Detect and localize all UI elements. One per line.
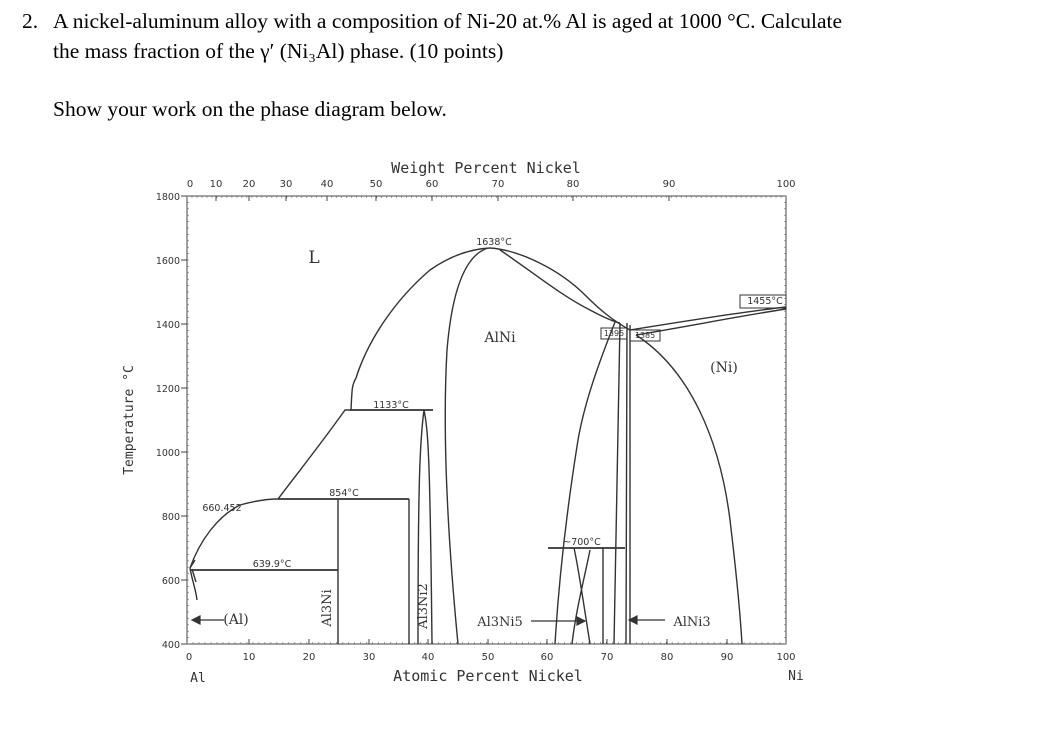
top-major-ticks <box>215 196 670 201</box>
bottom-tick-label: 100 <box>776 652 795 663</box>
top-tick-label: 10 <box>210 179 223 190</box>
ni-solidus <box>635 308 787 336</box>
bottom-minor-ticks <box>186 642 787 644</box>
bottom-tick-label: 60 <box>541 652 554 663</box>
top-tick-label: 100 <box>776 179 795 190</box>
top-tick-label: 50 <box>370 179 383 190</box>
top-tick-label: 60 <box>426 179 439 190</box>
bottom-tick-labels: 0 10 20 30 40 50 60 70 80 90 100 <box>186 652 796 663</box>
alni3-arrow-head <box>627 615 638 625</box>
y-major-ticks <box>181 195 187 645</box>
bottom-tick-label: 40 <box>422 652 435 663</box>
question-text-line-1: A nickel-aluminum alloy with a compositi… <box>53 9 843 33</box>
liquidus-al-side <box>189 498 279 569</box>
top-tick-labels: 0 10 20 30 40 50 60 70 80 90 100 <box>187 179 796 190</box>
alni3-left <box>613 322 621 645</box>
ni-solid-solution-label: (Ni) <box>710 360 738 376</box>
top-tick-label: 20 <box>243 179 256 190</box>
temp-label-1455: 1455°C <box>747 296 783 307</box>
temp-label-1385: 1385 <box>635 331 655 340</box>
question-number: 2. <box>22 9 39 33</box>
solidus-alni-right <box>499 249 621 324</box>
box-1385 <box>629 329 661 342</box>
y-tick-labels: 1800 1600 1400 1200 1000 800 600 400 <box>156 192 180 651</box>
bottom-tick-label: 20 <box>303 652 316 663</box>
box-1455 <box>739 294 787 309</box>
bottom-tick-label: 90 <box>721 652 734 663</box>
temp-label-1133: 1133°C <box>373 400 409 411</box>
phase-boundaries <box>189 247 787 645</box>
plot-frame <box>186 195 787 645</box>
question-instruction: Show your work on the phase diagram belo… <box>53 97 447 121</box>
al-solidus <box>189 559 198 601</box>
right-minor-ticks <box>784 195 786 645</box>
temp-label-1395: 1395 <box>604 329 624 338</box>
bottom-major-ticks <box>248 639 728 644</box>
top-tick-label: 90 <box>663 179 676 190</box>
al-solid-solution-label: (Al) <box>223 612 249 628</box>
al-solvus <box>191 568 197 583</box>
al3ni-label: Al3Ni <box>320 589 335 627</box>
y-tick-label: 800 <box>162 512 180 523</box>
top-tick-label: 0 <box>187 179 193 190</box>
alni-left-boundary <box>444 247 489 645</box>
y-tick-label: 1000 <box>156 448 180 459</box>
y-axis-title: Temperature °C <box>122 365 137 475</box>
ni-liquidus <box>629 306 787 331</box>
y-tick-label: 1800 <box>156 192 180 203</box>
alni-label: AlNi <box>483 330 516 346</box>
bottom-tick-label: 50 <box>482 652 495 663</box>
reaction-lines <box>190 409 625 571</box>
liquidus-alni-left <box>350 247 491 411</box>
bottom-tick-label: 10 <box>243 652 256 663</box>
bottom-tick-label: 80 <box>661 652 674 663</box>
al3ni5-label: Al3Ni5 <box>476 615 523 630</box>
temp-label-700: ~700°C <box>563 537 601 548</box>
y-tick-label: 600 <box>162 576 180 587</box>
temperature-labels: 1638°C 1455°C 1395 1385 1133°C 854°C 660… <box>202 237 783 570</box>
compound-lines <box>337 409 604 645</box>
y-tick-label: 1600 <box>156 256 180 267</box>
bottom-tick-label: 0 <box>186 652 192 663</box>
top-tick-label: 80 <box>567 179 580 190</box>
top-axis-title: Weight Percent Nickel <box>391 159 581 177</box>
y-tick-label: 1400 <box>156 320 180 331</box>
top-tick-label: 30 <box>280 179 293 190</box>
top-tick-label: 70 <box>492 179 505 190</box>
al3ni5-arrow-head <box>576 616 587 626</box>
left-element-label: Al <box>190 671 206 686</box>
temp-label-1638: 1638°C <box>476 237 512 248</box>
left-minor-ticks <box>187 195 189 645</box>
al3ni5-region <box>571 547 591 645</box>
arrows <box>190 615 665 626</box>
temp-label-660: 660.452 <box>202 503 241 514</box>
ni-solvus <box>635 334 743 645</box>
temp-label-639: 639.9°C <box>253 559 292 570</box>
phase-labels: L AlNi (Ni) (Al) Al3Ni Al3Ni2 Al3Ni5 AlN… <box>223 248 738 630</box>
alni-right-boundary <box>554 321 616 645</box>
question-text-line-2: the mass fraction of the γ′ (Ni₃Al) phas… <box>53 39 504 63</box>
bottom-tick-label: 70 <box>601 652 614 663</box>
al3ni2-body <box>417 409 433 645</box>
liquidus-alni-right <box>489 247 631 331</box>
al-arrow-head <box>190 615 201 625</box>
liquid-label: L <box>308 248 319 268</box>
temp-label-boxes <box>600 294 787 342</box>
bottom-axis-title: Atomic Percent Nickel <box>393 667 583 685</box>
right-element-label: Ni <box>788 669 804 684</box>
box-1395 <box>600 327 628 340</box>
y-tick-label: 400 <box>162 640 180 651</box>
bottom-tick-label: 30 <box>363 652 376 663</box>
liquidus-al3ni2-region <box>277 409 351 500</box>
y-tick-label: 1200 <box>156 384 180 395</box>
alni3-mid <box>625 322 628 645</box>
top-tick-label: 40 <box>321 179 334 190</box>
top-minor-ticks <box>186 196 787 198</box>
temp-label-854: 854°C <box>329 488 359 499</box>
alni3-label: AlNi3 <box>672 615 710 630</box>
al3ni2-label: Al3Ni2 <box>416 583 431 630</box>
